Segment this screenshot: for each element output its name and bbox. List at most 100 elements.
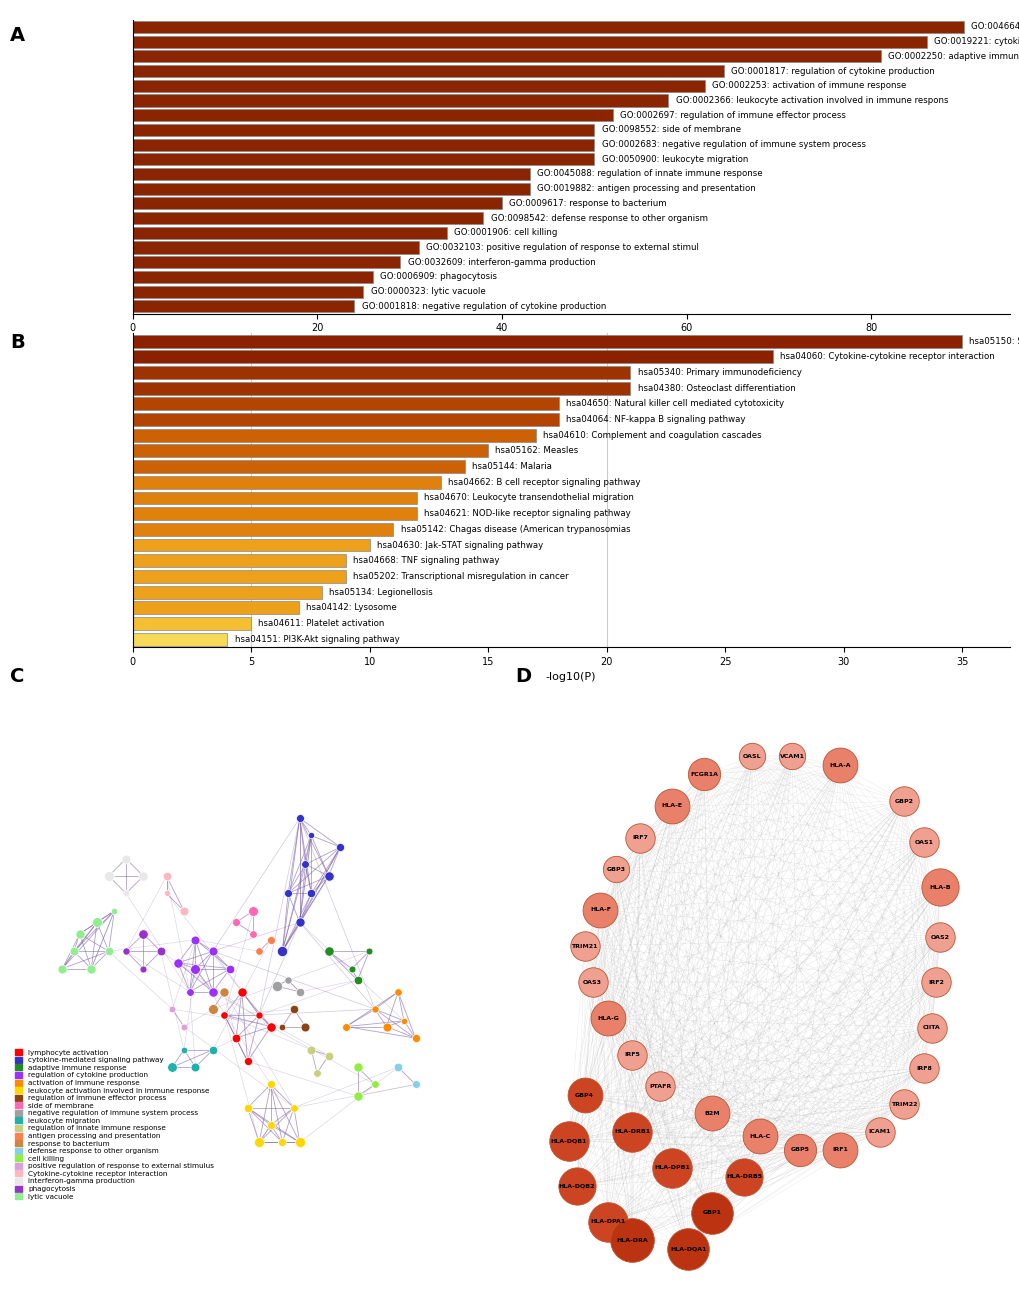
Point	[158, 884, 174, 904]
Bar	[132, 617, 251, 630]
Text: HLA-G: HLA-G	[597, 1016, 619, 1021]
Point	[216, 982, 232, 1002]
Point	[222, 958, 238, 979]
Text: HLA-DRA: HLA-DRA	[615, 1238, 648, 1243]
Text: GO:0098552: side of membrane: GO:0098552: side of membrane	[601, 125, 740, 135]
Point	[337, 1016, 354, 1036]
Text: B: B	[10, 333, 24, 353]
X-axis label: -log10(P): -log10(P)	[545, 672, 596, 682]
Text: hsa05340: Primary immunodeficiency: hsa05340: Primary immunodeficiency	[637, 369, 801, 376]
Bar	[132, 197, 501, 209]
Text: FCGR1A: FCGR1A	[690, 771, 717, 776]
Text: ICAM1: ICAM1	[868, 1129, 891, 1134]
Bar	[132, 212, 483, 223]
Text: HLA-DQB2: HLA-DQB2	[557, 1183, 594, 1188]
Text: HLA-DRB5: HLA-DRB5	[726, 1174, 761, 1179]
Point	[389, 982, 406, 1002]
Point	[101, 941, 117, 962]
Point	[303, 884, 319, 904]
Bar	[132, 183, 529, 195]
Point	[584, 972, 600, 993]
Text: TRIM22: TRIM22	[890, 1102, 916, 1107]
Bar	[132, 335, 962, 348]
Point	[751, 1125, 767, 1146]
Point	[743, 746, 759, 767]
Text: hsa04064: NF-kappa B signaling pathway: hsa04064: NF-kappa B signaling pathway	[566, 416, 745, 423]
Text: B2M: B2M	[704, 1111, 719, 1116]
Point	[632, 827, 648, 848]
Bar	[132, 382, 630, 395]
Point	[915, 831, 931, 852]
Point	[251, 941, 267, 962]
Point	[367, 999, 383, 1019]
Point	[320, 865, 336, 886]
Bar	[132, 397, 558, 410]
Text: IRF1: IRF1	[832, 1148, 847, 1153]
Point	[285, 999, 302, 1019]
Point	[181, 982, 198, 1002]
Text: HLA-B: HLA-B	[928, 885, 950, 890]
Bar	[132, 413, 558, 426]
Point	[930, 927, 947, 948]
Point	[624, 1044, 640, 1065]
Text: hsa05150: Staphylococcus aureus infection: hsa05150: Staphylococcus aureus infectio…	[968, 337, 1019, 345]
Point	[205, 999, 221, 1019]
Bar	[132, 65, 722, 77]
Text: hsa04621: NOD-like receptor signaling pathway: hsa04621: NOD-like receptor signaling pa…	[424, 510, 631, 518]
Text: hsa04610: Complement and coagulation cascades: hsa04610: Complement and coagulation cas…	[542, 431, 760, 439]
Text: hsa04151: PI3K-Akt signaling pathway: hsa04151: PI3K-Akt signaling pathway	[234, 635, 398, 643]
Text: GO:0019882: antigen processing and presentation: GO:0019882: antigen processing and prese…	[537, 184, 755, 193]
Text: GO:0002683: negative regulation of immune system process: GO:0002683: negative regulation of immun…	[601, 140, 865, 149]
Text: GBP5: GBP5	[790, 1148, 809, 1153]
Point	[274, 1016, 290, 1036]
Point	[291, 912, 308, 933]
Point	[895, 1094, 911, 1115]
Point	[395, 1010, 412, 1031]
Bar	[132, 242, 419, 254]
Point	[175, 1016, 192, 1036]
Text: hsa05144: Malaria: hsa05144: Malaria	[471, 463, 551, 471]
Point	[624, 1230, 640, 1251]
Point	[320, 1046, 336, 1067]
Point	[568, 1175, 584, 1196]
Text: GO:0001818: negative regulation of cytokine production: GO:0001818: negative regulation of cytok…	[362, 302, 605, 311]
Point	[262, 1016, 278, 1036]
Text: GO:0002697: regulation of immune effector process: GO:0002697: regulation of immune effecto…	[620, 111, 845, 120]
Bar	[132, 507, 417, 520]
Point	[251, 1132, 267, 1153]
Text: GBP3: GBP3	[606, 867, 626, 872]
Bar	[132, 554, 345, 567]
Point	[600, 1008, 616, 1029]
Point	[175, 1039, 192, 1060]
Bar	[132, 153, 594, 165]
Bar	[132, 169, 529, 180]
Point	[65, 941, 82, 962]
Point	[89, 912, 105, 933]
X-axis label: -log10(P): -log10(P)	[545, 339, 596, 349]
Bar	[132, 94, 667, 106]
Text: D: D	[515, 667, 531, 686]
Text: PTAFR: PTAFR	[649, 1084, 671, 1089]
Text: hsa04611: Platelet activation: hsa04611: Platelet activation	[258, 620, 384, 627]
Point	[164, 1056, 180, 1077]
Point	[407, 1074, 423, 1095]
Text: hsa04142: Lysosome: hsa04142: Lysosome	[306, 604, 396, 612]
Point	[262, 1074, 278, 1095]
Point	[298, 853, 314, 874]
Bar	[132, 586, 322, 599]
Text: HLA-DPA1: HLA-DPA1	[590, 1219, 626, 1225]
Point	[703, 1103, 719, 1124]
Text: GO:0006909: phagocytosis: GO:0006909: phagocytosis	[380, 272, 496, 281]
Bar	[132, 476, 440, 489]
Point	[136, 924, 152, 945]
Text: hsa05202: Transcriptional misregulation in cancer: hsa05202: Transcriptional misregulation …	[353, 572, 569, 580]
Text: hsa04650: Natural killer cell mediated cytotoxicity: hsa04650: Natural killer cell mediated c…	[566, 400, 784, 408]
Text: TRIM21: TRIM21	[571, 944, 597, 949]
Point	[233, 982, 250, 1002]
Point	[71, 924, 88, 945]
Point	[303, 825, 319, 846]
Point	[703, 1202, 719, 1223]
Text: GO:0046649: lymphocyte activation: GO:0046649: lymphocyte activation	[970, 22, 1019, 31]
Text: OASL: OASL	[742, 754, 761, 758]
Point	[262, 1115, 278, 1136]
